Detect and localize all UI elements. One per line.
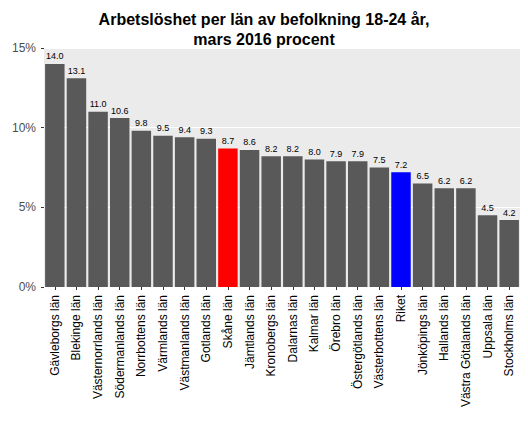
svg-text:8.0: 8.0 <box>308 147 321 157</box>
svg-text:6.2: 6.2 <box>438 176 451 186</box>
svg-text:Västernorrlands län: Västernorrlands län <box>91 295 105 399</box>
svg-text:8.6: 8.6 <box>243 137 256 147</box>
svg-text:Blekinge län: Blekinge län <box>69 295 83 360</box>
svg-text:Jämtlands län: Jämtlands län <box>243 295 257 369</box>
svg-text:Skåne län: Skåne län <box>221 295 235 348</box>
svg-text:Kronobergs län: Kronobergs län <box>264 295 278 376</box>
svg-text:10%: 10% <box>12 121 36 135</box>
svg-text:Västra Götalands län: Västra Götalands län <box>459 295 473 407</box>
svg-text:Dalarnas län: Dalarnas län <box>286 295 300 362</box>
svg-text:Gävleborgs län: Gävleborgs län <box>48 295 62 376</box>
svg-text:5%: 5% <box>19 200 37 214</box>
svg-text:7.9: 7.9 <box>330 149 343 159</box>
svg-text:Gotlands län: Gotlands län <box>199 295 213 362</box>
svg-text:7.9: 7.9 <box>351 149 364 159</box>
svg-text:7.2: 7.2 <box>395 160 408 170</box>
svg-text:7.5: 7.5 <box>373 155 386 165</box>
svg-text:9.4: 9.4 <box>178 125 191 135</box>
svg-text:Stockholms län: Stockholms län <box>502 295 516 376</box>
svg-text:10.6: 10.6 <box>111 106 129 116</box>
svg-text:Kalmar län: Kalmar län <box>307 295 321 352</box>
svg-text:Södermanlands län: Södermanlands län <box>113 295 127 398</box>
svg-text:13.1: 13.1 <box>68 66 86 76</box>
svg-text:Västerbottens län: Västerbottens län <box>372 295 386 388</box>
svg-text:8.7: 8.7 <box>222 136 235 146</box>
svg-text:Norrbottens län: Norrbottens län <box>134 295 148 377</box>
svg-text:9.3: 9.3 <box>200 126 213 136</box>
svg-text:15%: 15% <box>12 41 36 55</box>
svg-text:mars 2016 procent: mars 2016 procent <box>193 31 335 48</box>
svg-text:8.2: 8.2 <box>265 144 278 154</box>
svg-text:Arbetslöshet per län av befolk: Arbetslöshet per län av befolkning 18-24… <box>99 11 430 28</box>
svg-text:6.2: 6.2 <box>460 176 473 186</box>
svg-text:Östergötlands län: Östergötlands län <box>351 295 365 389</box>
svg-text:14.0: 14.0 <box>46 51 64 61</box>
svg-text:Riket: Riket <box>394 294 408 322</box>
svg-text:Uppsala län: Uppsala län <box>481 295 495 358</box>
svg-text:0%: 0% <box>19 280 37 294</box>
svg-text:Västmanlands län: Västmanlands län <box>178 295 192 390</box>
svg-text:Örebro län: Örebro län <box>329 295 343 352</box>
svg-text:Värmlands län: Värmlands län <box>156 295 170 372</box>
svg-text:4.2: 4.2 <box>503 208 516 218</box>
svg-text:11.0: 11.0 <box>90 99 107 109</box>
svg-text:Hallands län: Hallands län <box>437 295 451 361</box>
svg-text:9.8: 9.8 <box>135 118 148 128</box>
svg-text:4.5: 4.5 <box>481 203 494 213</box>
svg-text:6.5: 6.5 <box>416 171 429 181</box>
svg-text:9.5: 9.5 <box>157 123 170 133</box>
svg-text:Jönköpings län: Jönköpings län <box>416 295 430 375</box>
svg-text:8.2: 8.2 <box>287 144 300 154</box>
